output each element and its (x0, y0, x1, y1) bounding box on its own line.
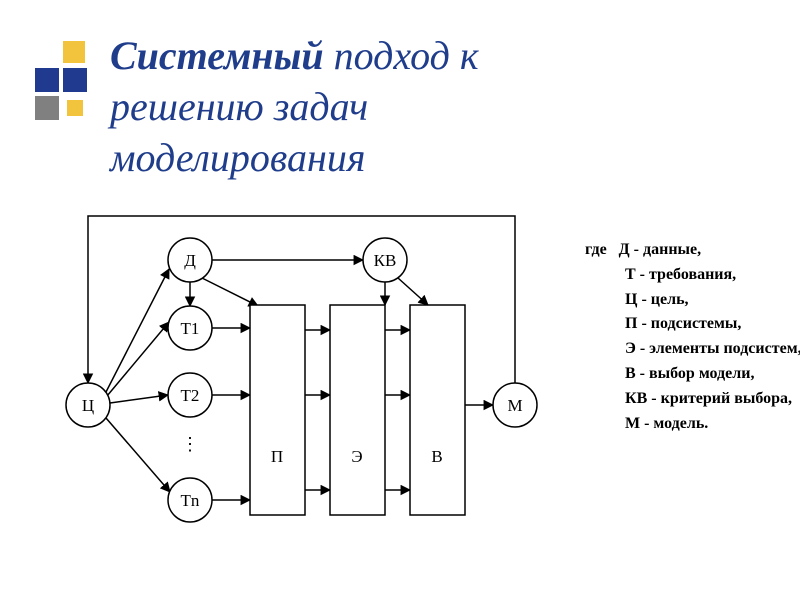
system-diagram: П Э В Ц Д Т1 Т2 Тn КВ М ⋮ (50, 210, 580, 540)
title-rest1: подход к (324, 33, 479, 78)
node-П (250, 305, 305, 515)
title-line3: моделирования (110, 135, 365, 180)
edge (106, 418, 170, 492)
node-label-М: М (507, 396, 522, 415)
node-label-Т1: Т1 (181, 319, 200, 338)
node-label-В: В (431, 447, 442, 466)
node-В (410, 305, 465, 515)
node-label-Т2: Т2 (181, 386, 200, 405)
node-label-КВ: КВ (374, 251, 397, 270)
slide-title: Системный подход к решению задач моделир… (110, 30, 479, 184)
ellipsis: ⋮ (181, 434, 199, 454)
edge (398, 278, 428, 305)
node-label-Ц: Ц (82, 396, 94, 415)
node-label-Тn: Тn (181, 491, 200, 510)
node-Э (330, 305, 385, 515)
node-label-Э: Э (351, 447, 362, 466)
node-label-П: П (271, 447, 283, 466)
slide: Системный подход к решению задач моделир… (0, 0, 800, 600)
title-emphasis: Системный (110, 33, 324, 78)
node-label-Д: Д (184, 251, 196, 270)
title-ornament (35, 18, 95, 128)
legend: где Д - данные, Т - требования, Ц - цель… (585, 238, 800, 436)
edge (107, 322, 169, 396)
edge (106, 269, 169, 392)
edge (110, 395, 168, 403)
title-line2: решению задач (110, 84, 368, 129)
edge (202, 278, 258, 306)
